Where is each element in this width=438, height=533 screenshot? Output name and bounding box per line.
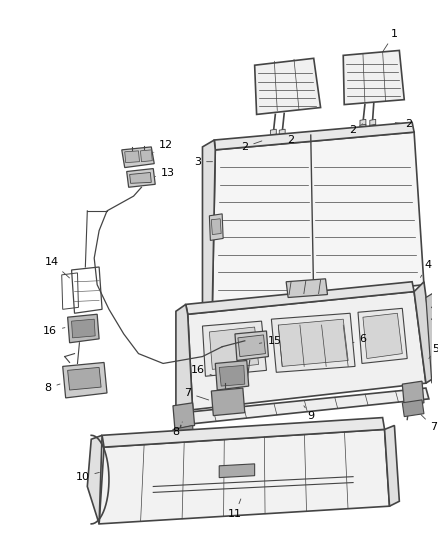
Text: 15: 15	[259, 336, 281, 346]
Polygon shape	[173, 403, 194, 430]
Polygon shape	[254, 58, 321, 115]
Text: 12: 12	[154, 140, 173, 152]
Polygon shape	[238, 335, 265, 357]
Polygon shape	[270, 129, 276, 138]
Polygon shape	[235, 331, 268, 360]
Text: 3: 3	[194, 157, 212, 167]
Polygon shape	[125, 151, 139, 163]
Polygon shape	[67, 367, 101, 390]
Polygon shape	[67, 314, 99, 343]
Text: 6: 6	[353, 334, 367, 344]
Polygon shape	[426, 289, 438, 383]
Polygon shape	[278, 319, 348, 366]
Polygon shape	[102, 417, 385, 447]
Polygon shape	[360, 124, 366, 132]
Text: 2: 2	[395, 119, 413, 130]
Text: 5: 5	[429, 344, 438, 359]
Polygon shape	[173, 425, 194, 443]
Text: 10: 10	[75, 472, 99, 482]
Polygon shape	[363, 313, 402, 359]
Polygon shape	[209, 214, 223, 240]
Polygon shape	[370, 124, 376, 132]
Text: 8: 8	[172, 422, 182, 438]
Text: 8: 8	[44, 383, 60, 393]
Polygon shape	[63, 362, 107, 398]
Polygon shape	[141, 150, 152, 161]
Polygon shape	[219, 366, 245, 386]
Polygon shape	[402, 381, 424, 406]
Polygon shape	[360, 119, 366, 128]
Text: 2: 2	[281, 135, 295, 145]
Polygon shape	[122, 147, 154, 167]
Polygon shape	[214, 122, 414, 150]
Polygon shape	[279, 129, 285, 138]
Polygon shape	[176, 304, 193, 410]
Polygon shape	[99, 430, 389, 524]
Polygon shape	[202, 140, 215, 308]
Text: 16: 16	[191, 365, 212, 375]
Polygon shape	[212, 219, 221, 235]
Polygon shape	[279, 134, 285, 142]
Text: 14: 14	[45, 257, 70, 278]
Polygon shape	[209, 327, 258, 369]
Text: 11: 11	[228, 499, 242, 519]
Polygon shape	[343, 51, 404, 104]
Text: 4: 4	[420, 260, 431, 277]
Polygon shape	[130, 173, 151, 183]
Text: 16: 16	[43, 326, 65, 336]
Polygon shape	[212, 388, 245, 416]
Polygon shape	[71, 319, 95, 338]
Polygon shape	[183, 388, 429, 424]
Text: 7: 7	[184, 388, 208, 400]
Text: 1: 1	[383, 29, 398, 51]
Polygon shape	[212, 132, 424, 308]
Polygon shape	[358, 308, 407, 364]
Text: 2: 2	[241, 141, 262, 152]
Polygon shape	[127, 168, 155, 187]
Polygon shape	[414, 282, 437, 383]
Polygon shape	[370, 119, 376, 128]
Text: 7: 7	[421, 415, 438, 432]
Polygon shape	[87, 435, 102, 524]
Polygon shape	[385, 425, 399, 506]
Polygon shape	[219, 464, 254, 478]
Text: 2: 2	[350, 124, 363, 135]
Polygon shape	[402, 400, 424, 417]
Polygon shape	[215, 360, 249, 390]
Polygon shape	[188, 292, 426, 410]
Polygon shape	[272, 313, 355, 373]
Text: 9: 9	[304, 406, 314, 421]
Polygon shape	[186, 282, 414, 314]
Polygon shape	[202, 321, 266, 376]
Polygon shape	[286, 279, 328, 297]
Text: 13: 13	[155, 168, 175, 179]
Polygon shape	[270, 134, 276, 142]
